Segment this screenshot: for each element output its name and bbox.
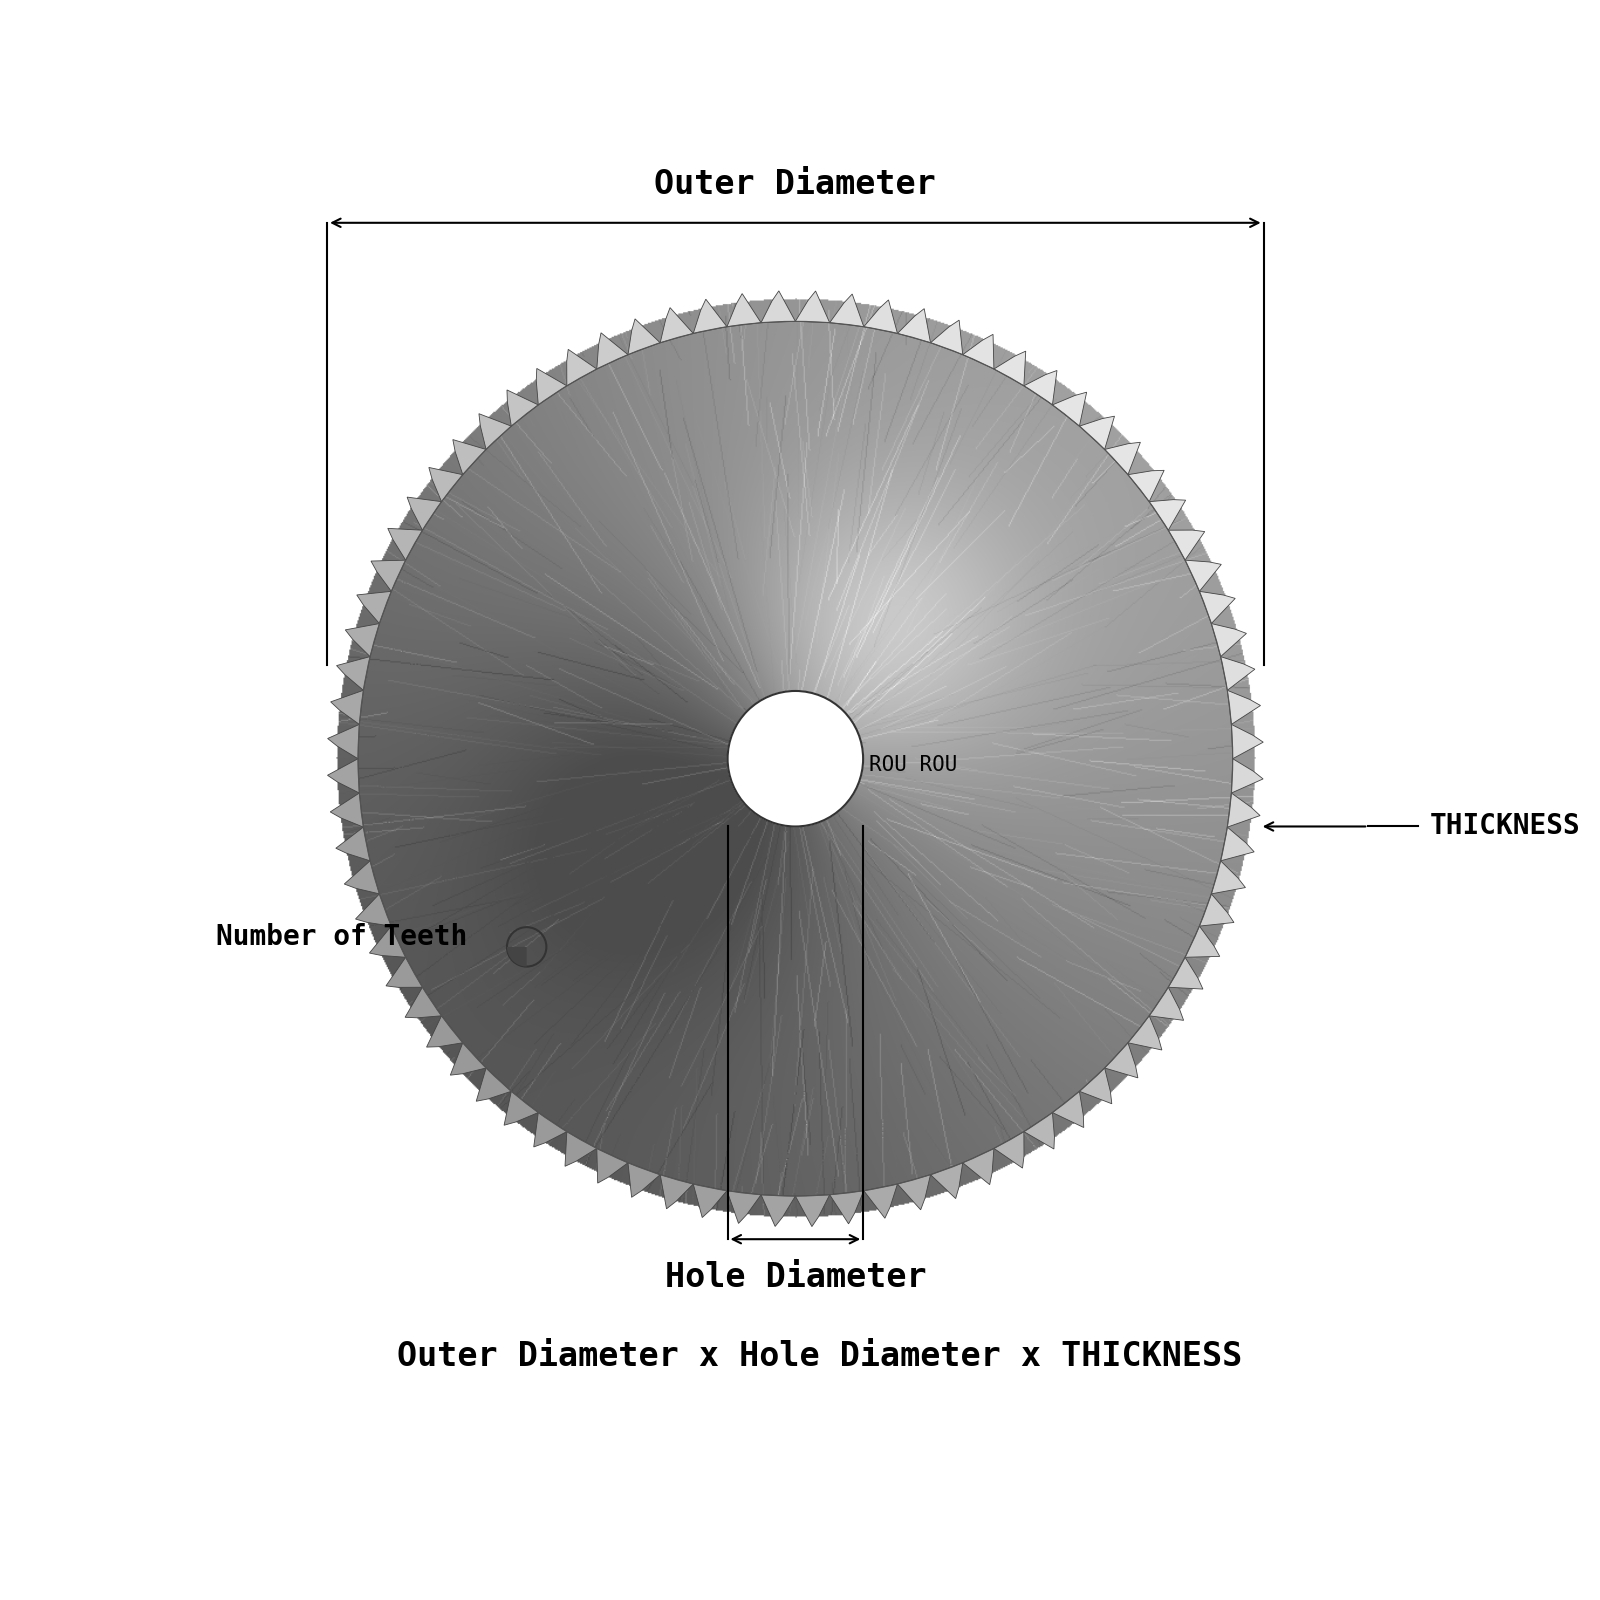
Polygon shape — [1128, 470, 1165, 502]
Text: Outer Diameter x Hole Diameter x THICKNESS: Outer Diameter x Hole Diameter x THICKNE… — [397, 1339, 1243, 1373]
Polygon shape — [795, 1195, 830, 1227]
Polygon shape — [1211, 861, 1245, 894]
Polygon shape — [1149, 987, 1184, 1021]
Text: ROU ROU: ROU ROU — [869, 755, 958, 774]
Polygon shape — [1104, 442, 1141, 475]
Polygon shape — [762, 1195, 795, 1227]
Polygon shape — [1104, 1043, 1138, 1078]
Polygon shape — [795, 291, 830, 323]
Polygon shape — [453, 440, 486, 475]
Polygon shape — [726, 1190, 762, 1224]
Polygon shape — [597, 1149, 627, 1182]
Polygon shape — [427, 1016, 462, 1046]
Polygon shape — [693, 1184, 726, 1218]
Polygon shape — [931, 320, 963, 355]
Polygon shape — [507, 390, 538, 426]
Polygon shape — [1221, 656, 1254, 690]
Polygon shape — [994, 1131, 1024, 1168]
Polygon shape — [1168, 530, 1205, 560]
Polygon shape — [1232, 725, 1264, 758]
Polygon shape — [504, 1091, 538, 1125]
Text: Outer Diameter: Outer Diameter — [654, 168, 936, 200]
Polygon shape — [1200, 894, 1234, 926]
Polygon shape — [597, 333, 627, 370]
Polygon shape — [1053, 1091, 1083, 1128]
Polygon shape — [1232, 758, 1262, 794]
Polygon shape — [406, 498, 442, 530]
Polygon shape — [864, 299, 898, 333]
Polygon shape — [336, 656, 370, 690]
Polygon shape — [762, 291, 795, 323]
Polygon shape — [994, 350, 1026, 386]
Polygon shape — [898, 309, 931, 342]
Polygon shape — [1227, 794, 1261, 827]
Polygon shape — [534, 1112, 566, 1147]
Polygon shape — [931, 1163, 963, 1198]
Polygon shape — [1149, 499, 1186, 530]
Polygon shape — [507, 947, 526, 966]
Polygon shape — [328, 758, 360, 794]
Polygon shape — [1024, 371, 1058, 405]
Polygon shape — [1200, 592, 1235, 624]
Polygon shape — [693, 299, 726, 333]
Polygon shape — [1186, 926, 1219, 957]
Polygon shape — [661, 307, 693, 342]
Polygon shape — [864, 1184, 898, 1218]
Polygon shape — [331, 690, 363, 725]
Polygon shape — [830, 1190, 864, 1224]
Polygon shape — [478, 414, 512, 450]
Polygon shape — [1211, 624, 1246, 656]
Polygon shape — [566, 349, 597, 386]
Text: THICKNESS: THICKNESS — [1430, 813, 1581, 840]
Polygon shape — [898, 1174, 931, 1210]
Polygon shape — [1221, 827, 1254, 861]
Polygon shape — [328, 725, 360, 758]
Polygon shape — [627, 318, 661, 355]
Polygon shape — [344, 861, 379, 894]
Polygon shape — [1227, 690, 1261, 725]
Polygon shape — [536, 368, 566, 405]
Polygon shape — [1128, 1016, 1162, 1050]
Polygon shape — [357, 592, 392, 624]
Polygon shape — [661, 1174, 693, 1210]
Text: Hole Diameter: Hole Diameter — [664, 1261, 926, 1294]
Polygon shape — [1080, 1067, 1112, 1104]
Polygon shape — [726, 293, 762, 326]
Polygon shape — [1024, 1112, 1054, 1149]
Polygon shape — [1168, 957, 1203, 989]
Polygon shape — [627, 1163, 661, 1197]
Polygon shape — [565, 1131, 597, 1166]
Polygon shape — [355, 894, 392, 926]
Polygon shape — [477, 1067, 512, 1101]
Polygon shape — [371, 560, 406, 592]
Circle shape — [728, 691, 862, 827]
Polygon shape — [830, 294, 864, 326]
Polygon shape — [370, 926, 406, 957]
Polygon shape — [450, 1043, 486, 1075]
Polygon shape — [336, 827, 370, 861]
Text: Number of Teeth: Number of Teeth — [216, 923, 467, 950]
Polygon shape — [1080, 416, 1115, 450]
Polygon shape — [429, 467, 462, 502]
Polygon shape — [405, 987, 442, 1018]
Polygon shape — [387, 528, 422, 560]
Polygon shape — [1186, 560, 1221, 592]
Polygon shape — [963, 1149, 994, 1184]
Polygon shape — [386, 957, 422, 987]
Polygon shape — [330, 794, 363, 827]
Polygon shape — [1053, 392, 1086, 426]
Polygon shape — [346, 624, 379, 656]
Polygon shape — [963, 334, 994, 370]
